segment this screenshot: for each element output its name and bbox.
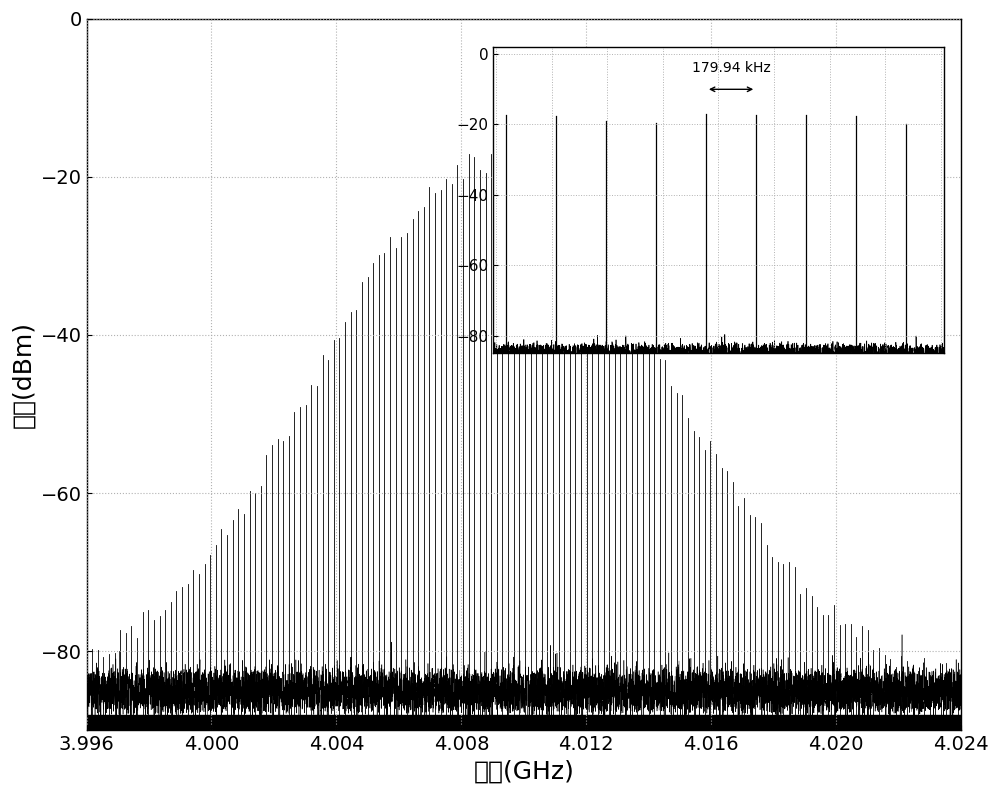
X-axis label: 频率(GHz): 频率(GHz) [473,760,574,784]
Y-axis label: 功率(dBm): 功率(dBm) [11,321,35,428]
